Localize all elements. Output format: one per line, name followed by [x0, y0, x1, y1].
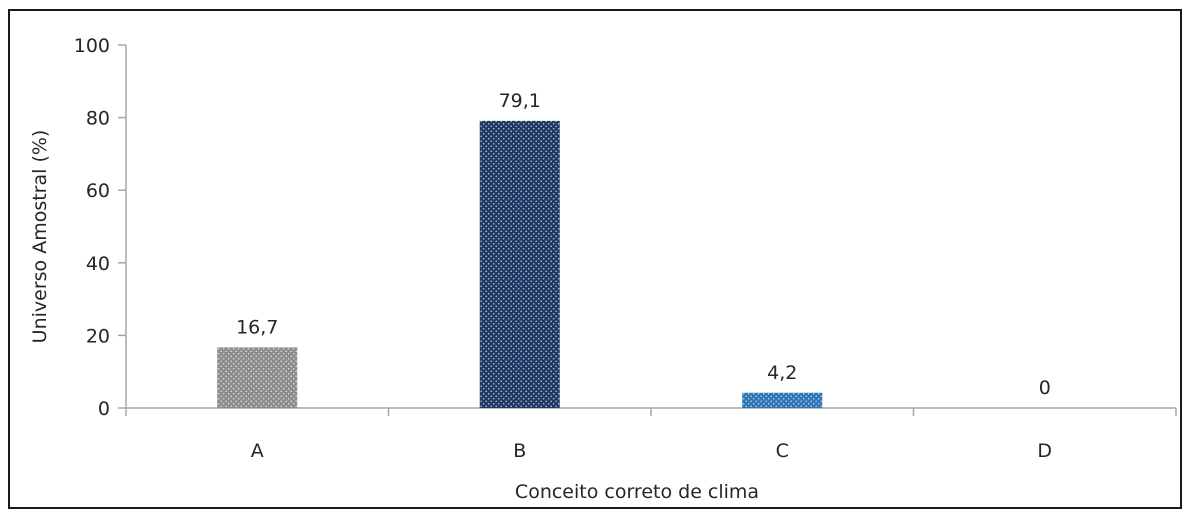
x-axis-title: Conceito correto de clima [515, 481, 759, 503]
y-tick-label: 20 [86, 325, 110, 347]
x-tick-label-a: A [251, 440, 264, 462]
bar-a [217, 347, 298, 408]
data-label-a: 16,7 [236, 316, 278, 338]
y-tick-label: 0 [98, 398, 110, 420]
bar-b [479, 120, 560, 408]
chart-frame [8, 9, 1182, 509]
data-label-d: 0 [1039, 377, 1051, 399]
data-label-c: 4,2 [767, 362, 797, 384]
y-tick-label: 60 [86, 180, 110, 202]
y-tick-label: 40 [86, 253, 110, 275]
y-tick-label: 100 [74, 35, 110, 57]
bar-c [742, 392, 823, 408]
y-tick-label: 80 [86, 108, 110, 130]
data-label-b: 79,1 [499, 90, 541, 112]
x-tick-label-d: D [1037, 440, 1052, 462]
x-tick-label-c: C [776, 440, 789, 462]
x-tick-label-b: B [513, 440, 526, 462]
y-axis-title: Universo Amostral (%) [29, 130, 51, 344]
